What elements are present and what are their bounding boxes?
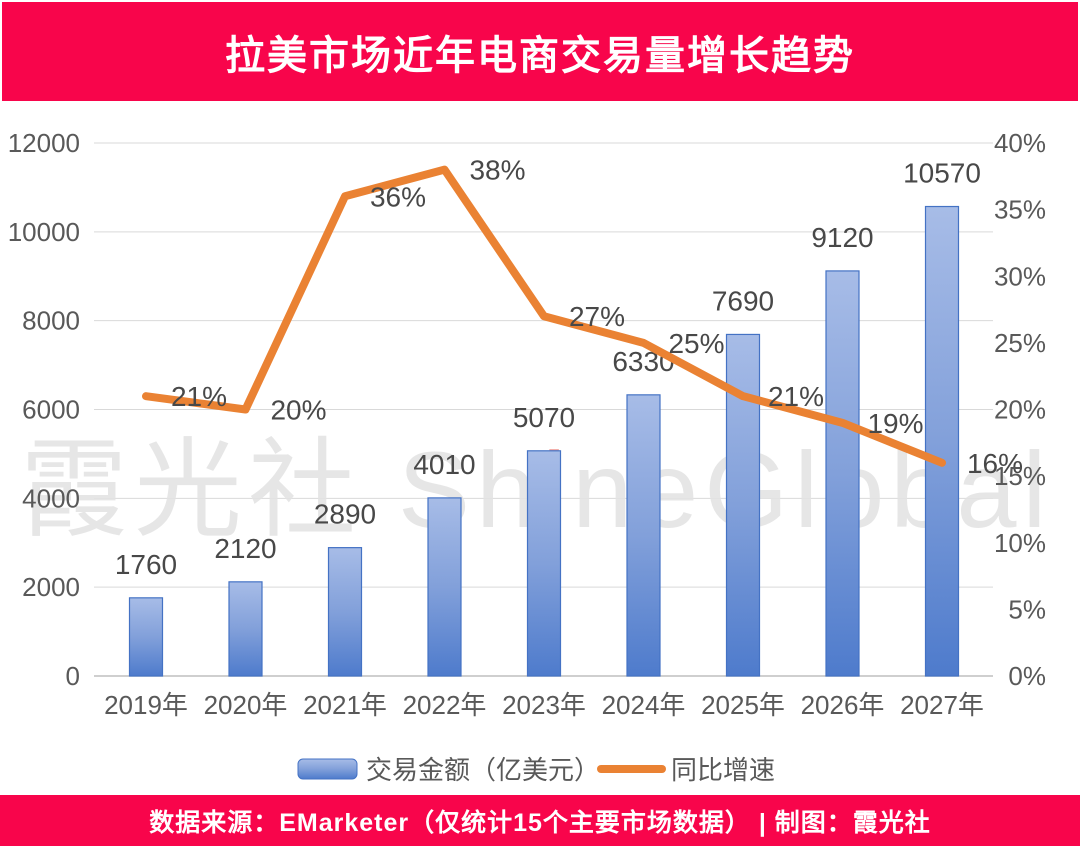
x-axis-label: 2019年 [104, 690, 188, 720]
line-value-label: 21% [171, 381, 227, 412]
line-data-labels: 21% 20% 36% 38% 27% 25% 21% 19% 16% [171, 155, 1023, 479]
line-value-label: 16% [967, 448, 1023, 479]
x-axis-labels: 2019年 2020年 2021年 2022年 2023年 2024年 2025年 2026年… [104, 690, 984, 720]
legend-bar-label: 交易金额（亿美元） [366, 755, 600, 785]
bar [825, 270, 860, 677]
line-value-label: 38% [469, 155, 525, 186]
bar-series [128, 205, 960, 677]
bar-value-label: 2890 [314, 499, 376, 530]
line-value-label: 36% [370, 181, 426, 212]
source-note: 数据来源：EMarketer（仅统计15个主要市场数据） | 制图：霞光社 [149, 808, 931, 837]
bar [228, 581, 263, 677]
x-axis-label: 2021年 [303, 690, 387, 720]
legend-line-label: 同比增速 [671, 755, 775, 785]
left-axis-tick: 6000 [22, 395, 80, 425]
line-value-label: 20% [270, 395, 326, 426]
line-value-label: 21% [768, 381, 824, 412]
line-value-label: 19% [867, 408, 923, 439]
right-axis-tick: 0% [1008, 661, 1046, 691]
left-axis-tick: 2000 [22, 572, 80, 602]
bar [128, 597, 164, 677]
bar-value-label: 10570 [903, 158, 981, 189]
bar-value-label: 1760 [115, 549, 177, 580]
left-axis-tick: 12000 [8, 128, 80, 158]
bar-value-label: 4010 [413, 449, 475, 480]
legend-bar-swatch [297, 758, 358, 780]
right-axis-ticks: 0% 5% 10% 15% 20% 25% 30% 35% 40% [994, 128, 1046, 691]
bar [327, 547, 363, 677]
page-title: 拉美市场近年电商交易量增长趋势 [225, 33, 855, 78]
x-axis-label: 2027年 [900, 690, 984, 720]
right-axis-tick: 25% [994, 328, 1046, 358]
x-axis-label: 2020年 [204, 690, 288, 720]
right-axis-tick: 20% [994, 395, 1046, 425]
x-axis-label: 2024年 [602, 690, 686, 720]
legend: 交易金额（亿美元） 同比增速 [297, 755, 775, 785]
bar-value-label: 5070 [513, 402, 575, 433]
header-banner: 拉美市场近年电商交易量增长趋势 [2, 2, 1078, 101]
bar-value-label: 2120 [214, 533, 276, 564]
x-axis-label: 2022年 [403, 690, 487, 720]
bar [427, 497, 462, 677]
bar [924, 205, 960, 677]
left-axis-tick: 0 [66, 661, 80, 691]
bar [626, 394, 661, 677]
right-axis-tick: 35% [994, 195, 1046, 225]
x-axis-label: 2023年 [502, 690, 586, 720]
bar-value-label: 9120 [811, 222, 873, 253]
right-axis-tick: 40% [994, 128, 1046, 158]
right-axis-tick: 5% [1008, 594, 1046, 624]
growth-line [142, 165, 946, 467]
right-axis-tick: 15% [994, 461, 1046, 491]
bar [526, 450, 562, 677]
line-value-label: 25% [668, 328, 724, 359]
left-axis-tick: 10000 [8, 217, 80, 247]
left-axis-tick: 4000 [22, 483, 80, 513]
line-value-label: 27% [569, 301, 625, 332]
footer-banner: 数据来源：EMarketer（仅统计15个主要市场数据） | 制图：霞光社 [0, 795, 1080, 846]
x-axis-label: 2025年 [701, 690, 785, 720]
x-axis-label: 2026年 [801, 690, 885, 720]
left-axis-tick: 8000 [22, 306, 80, 336]
watermark: 霞光社 ShineGlobal [20, 429, 1052, 550]
left-axis-ticks: 0 2000 4000 6000 8000 10000 12000 [8, 128, 80, 691]
right-axis-tick: 10% [994, 528, 1046, 558]
bar-value-label: 7690 [712, 285, 774, 316]
right-axis-tick: 30% [994, 261, 1046, 291]
